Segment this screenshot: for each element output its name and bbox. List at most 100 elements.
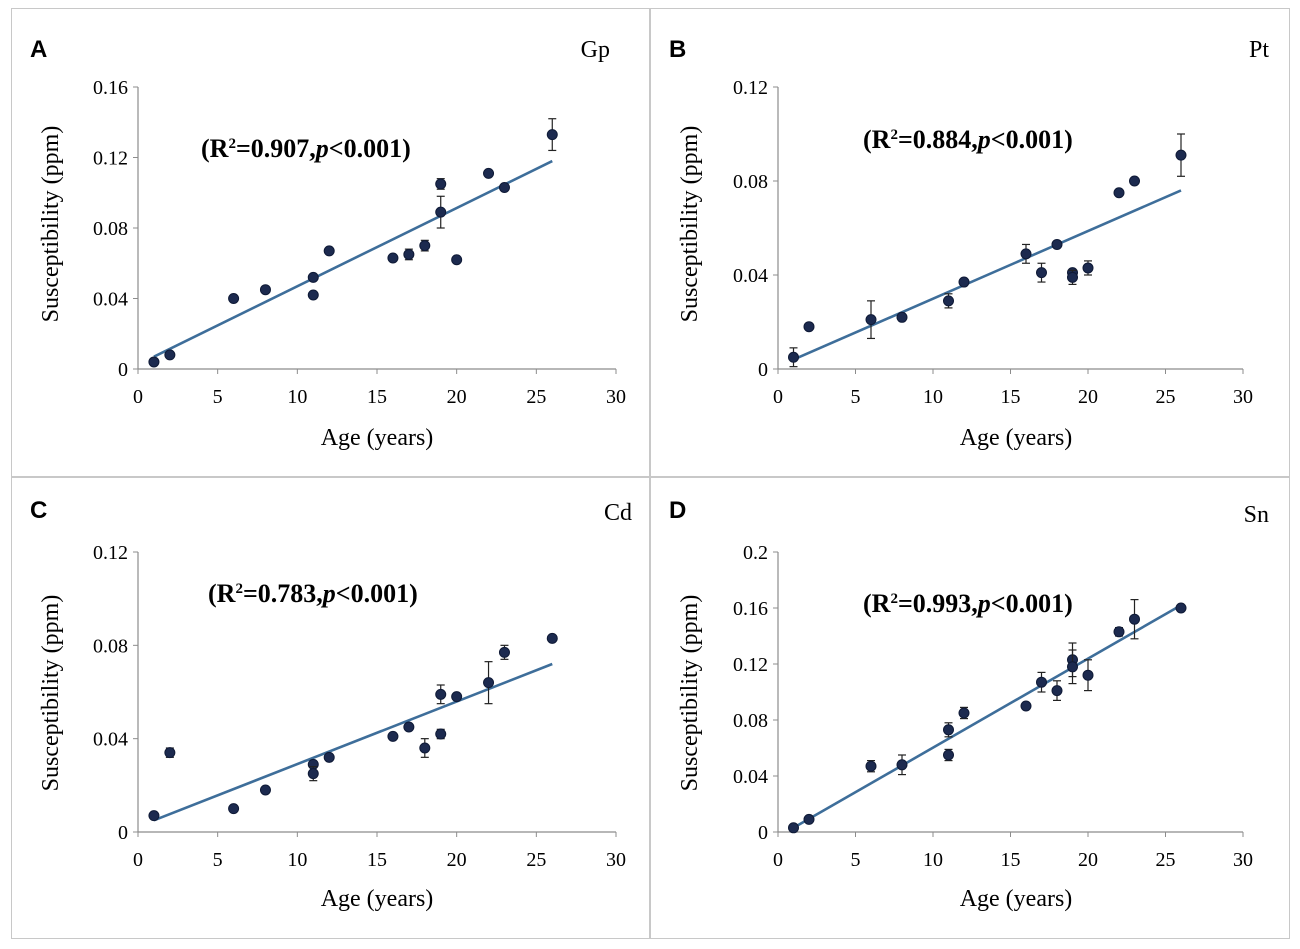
- y-tick-label: 0.16: [733, 598, 768, 620]
- stat-annotation-d: (R2=0.993,p<0.001): [863, 589, 1073, 618]
- data-point: [1067, 661, 1078, 673]
- data-point: [164, 349, 176, 361]
- chart-a-svg: A Gp Susceptibility (ppm) Age (years) (R…: [30, 36, 626, 451]
- data-point: [307, 271, 319, 283]
- x-tick-label: 30: [1233, 386, 1253, 408]
- plot-area-a: 0 0.04 0.08 0.12 0.16 0 5 10 15 20 25 30: [93, 77, 626, 408]
- data-point: [865, 314, 877, 326]
- x-tick-label: 10: [287, 849, 307, 871]
- y-tick-label: 0.08: [93, 635, 128, 657]
- x-tick-label: 5: [213, 849, 223, 871]
- x-tick-label: 10: [287, 386, 307, 408]
- stat-annotation-a: (R2=0.907,p<0.001): [201, 134, 411, 163]
- data-point: [451, 254, 463, 266]
- data-point: [1175, 149, 1187, 161]
- panel-a: A Gp Susceptibility (ppm) Age (years) (R…: [11, 8, 650, 477]
- data-point: [148, 356, 160, 368]
- data-point: [419, 742, 431, 754]
- panel-label-a: A: [30, 36, 47, 63]
- y-tick-label: 0.08: [733, 171, 768, 193]
- data-point: [546, 632, 558, 644]
- r2-value-d: 0.993: [913, 589, 972, 618]
- x-tick-label: 25: [1156, 386, 1176, 408]
- trend-line-c: [153, 662, 553, 822]
- x-tick-label: 10: [923, 849, 943, 871]
- x-tick-label: 25: [526, 849, 546, 871]
- data-point: [1020, 248, 1032, 260]
- x-tick-label: 30: [606, 386, 626, 408]
- trend-line-a: [153, 159, 553, 358]
- chart-c-svg: C Cd Susceptibility (ppm) Age (years) (R…: [30, 497, 632, 912]
- stat-annotation-b: (R2=0.884,p<0.001): [863, 125, 1073, 154]
- y-axis-label-b: Susceptibility (ppm): [677, 126, 703, 323]
- y-axis-label-c: Susceptibility (ppm): [38, 595, 64, 792]
- data-point: [498, 181, 510, 193]
- data-point: [943, 724, 954, 736]
- trend-line-b: [792, 189, 1182, 361]
- x-tick-label: 0: [133, 849, 143, 871]
- data-point: [896, 759, 908, 771]
- p-value-c: 0.001: [351, 579, 410, 608]
- y-tick-label: 0.04: [733, 265, 768, 287]
- x-tick-label: 0: [773, 849, 783, 871]
- y-axis-label-d: Susceptibility (ppm): [677, 595, 703, 792]
- data-point: [1175, 602, 1187, 614]
- data-point: [1129, 613, 1140, 625]
- panel-c: C Cd Susceptibility (ppm) Age (years) (R…: [11, 477, 650, 939]
- p-value-a: 0.001: [344, 134, 403, 163]
- p-value-b: 0.001: [1006, 125, 1065, 154]
- data-point: [435, 688, 447, 700]
- data-point: [387, 252, 399, 264]
- r2-value-a: 0.907: [251, 134, 310, 163]
- x-tick-label: 5: [213, 386, 223, 408]
- x-tick-label: 0: [133, 386, 143, 408]
- y-tick-label: 0.04: [93, 729, 128, 751]
- metal-title-c: Cd: [604, 500, 632, 526]
- plot-area-b: 0 0.04 0.08 0.12 0 5 10 15 20 25 30: [733, 77, 1253, 408]
- data-point: [451, 691, 463, 703]
- data-point: [483, 677, 495, 689]
- x-tick-label: 30: [1233, 849, 1253, 871]
- data-point: [228, 803, 240, 815]
- x-tick-label: 0: [773, 386, 783, 408]
- x-tick-label: 20: [1078, 386, 1098, 408]
- data-point: [788, 822, 799, 834]
- x-tick-label: 15: [1001, 849, 1021, 871]
- y-tick-label: 0: [758, 359, 768, 381]
- x-tick-label: 20: [447, 849, 467, 871]
- data-point: [259, 784, 271, 796]
- y-tick-label: 0: [118, 359, 128, 381]
- data-point: [788, 351, 799, 363]
- data-point: [323, 245, 335, 257]
- metal-title-b: Pt: [1249, 37, 1269, 63]
- x-tick-label: 25: [526, 386, 546, 408]
- data-point: [419, 240, 431, 252]
- panel-label-c: C: [30, 497, 47, 524]
- y-tick-label: 0.12: [733, 654, 768, 676]
- y-tick-label: 0: [118, 822, 128, 844]
- data-point: [403, 248, 415, 260]
- x-axis-label-a: Age (years): [321, 425, 434, 451]
- data-point: [435, 206, 447, 218]
- y-tick-label: 0.08: [93, 218, 128, 240]
- x-tick-label: 5: [851, 386, 861, 408]
- data-point: [403, 721, 415, 733]
- x-axis-label-c: Age (years): [321, 886, 434, 912]
- y-tick-label: 0: [758, 822, 768, 844]
- data-point: [148, 810, 160, 822]
- data-point: [498, 646, 510, 658]
- data-point: [803, 813, 815, 825]
- y-tick-label: 0.12: [93, 542, 128, 564]
- trend-line-d: [792, 604, 1182, 829]
- data-point: [943, 749, 954, 761]
- data-point: [164, 747, 176, 759]
- data-point: [435, 178, 447, 190]
- panel-label-d: D: [669, 497, 686, 524]
- data-point: [387, 730, 399, 742]
- data-point: [896, 311, 908, 323]
- data-point: [435, 728, 447, 740]
- data-point: [1113, 187, 1125, 199]
- data-point: [546, 129, 558, 141]
- data-point: [228, 293, 240, 304]
- data-point: [1067, 271, 1078, 283]
